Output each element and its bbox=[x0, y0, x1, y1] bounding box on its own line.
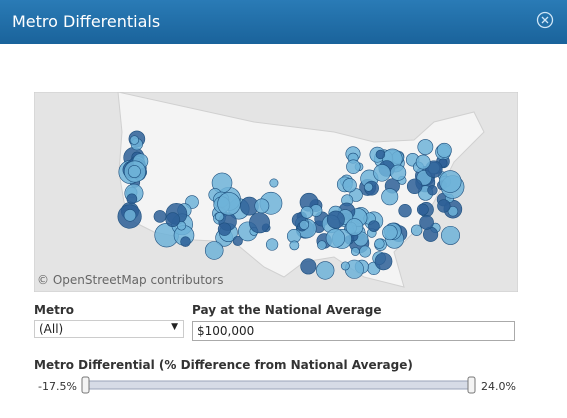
metro-bubble[interactable] bbox=[340, 261, 350, 271]
metro-bubble[interactable] bbox=[416, 203, 429, 216]
metro-bubble[interactable] bbox=[350, 247, 360, 256]
slider-handle-min[interactable] bbox=[81, 376, 90, 394]
metro-bubble[interactable] bbox=[345, 218, 364, 236]
metro-bubble[interactable] bbox=[374, 252, 393, 271]
metro-bubble[interactable] bbox=[254, 198, 270, 214]
metro-bubble[interactable] bbox=[373, 164, 391, 182]
metro-bubble[interactable] bbox=[415, 154, 431, 170]
metro-bubble[interactable] bbox=[176, 221, 187, 231]
metro-bubble[interactable] bbox=[217, 222, 232, 236]
slider-max: 24.0% bbox=[481, 380, 516, 393]
metro-bubble[interactable] bbox=[232, 235, 243, 246]
metro-bubble[interactable] bbox=[419, 215, 434, 230]
metro-bubble[interactable] bbox=[417, 139, 434, 155]
metro-bubble[interactable] bbox=[153, 210, 167, 223]
metro-bubble[interactable] bbox=[265, 238, 279, 251]
metro-bubble[interactable] bbox=[300, 206, 314, 219]
metro-bubble[interactable] bbox=[447, 206, 459, 217]
metro-bubble[interactable] bbox=[438, 170, 462, 193]
metro-label: Metro bbox=[34, 303, 74, 317]
metro-bubble[interactable] bbox=[317, 240, 327, 250]
metro-bubble[interactable] bbox=[381, 188, 399, 206]
metro-bubble[interactable] bbox=[217, 192, 241, 216]
metro-bubble[interactable] bbox=[249, 212, 270, 234]
title: Metro Differentials bbox=[12, 12, 161, 31]
metro-bubble[interactable] bbox=[165, 212, 181, 227]
differential-label: Metro Differential (% Difference from Na… bbox=[34, 358, 413, 372]
metro-bubble[interactable] bbox=[346, 159, 361, 174]
metro-bubble[interactable] bbox=[127, 165, 141, 178]
range-slider[interactable] bbox=[80, 376, 480, 394]
header: Metro Differentials bbox=[0, 0, 567, 44]
metro-bubble[interactable] bbox=[375, 149, 386, 160]
slider-handle-max[interactable] bbox=[467, 376, 476, 394]
metro-bubble[interactable] bbox=[382, 224, 398, 241]
metro-value: (All) bbox=[39, 322, 64, 336]
metro-bubble[interactable] bbox=[390, 164, 407, 181]
pay-value: $100,000 bbox=[197, 324, 255, 338]
metro-bubble[interactable] bbox=[300, 258, 317, 275]
pay-label: Pay at the National Average bbox=[192, 303, 382, 317]
metro-bubble[interactable] bbox=[441, 225, 460, 245]
metro-bubble[interactable] bbox=[126, 193, 138, 205]
pay-input[interactable]: $100,000 bbox=[192, 321, 515, 341]
map-attribution: © OpenStreetMap contributors bbox=[37, 273, 223, 287]
metro-bubble[interactable] bbox=[269, 178, 279, 188]
metro-bubble[interactable] bbox=[180, 236, 191, 247]
map[interactable]: © OpenStreetMap contributors bbox=[34, 92, 518, 292]
metro-bubble[interactable] bbox=[204, 241, 224, 260]
metro-bubble[interactable] bbox=[129, 135, 140, 145]
metro-bubble[interactable] bbox=[299, 220, 310, 230]
metro-bubble[interactable] bbox=[398, 204, 412, 218]
metro-bubble[interactable] bbox=[364, 182, 374, 192]
close-button[interactable] bbox=[536, 11, 554, 29]
metro-bubble[interactable] bbox=[437, 199, 451, 213]
metro-bubble[interactable] bbox=[316, 261, 335, 280]
metro-bubble[interactable] bbox=[289, 240, 300, 251]
metro-bubble[interactable] bbox=[406, 178, 423, 195]
metro-bubble[interactable] bbox=[359, 245, 372, 258]
metro-bubble[interactable] bbox=[436, 142, 452, 158]
metro-bubble[interactable] bbox=[368, 220, 380, 232]
metro-bubble[interactable] bbox=[215, 212, 225, 222]
metro-bubble[interactable] bbox=[342, 178, 357, 193]
metro-bubble[interactable] bbox=[326, 210, 345, 229]
metro-bubble[interactable] bbox=[427, 185, 438, 196]
metro-bubble[interactable] bbox=[410, 224, 423, 236]
metro-bubble[interactable] bbox=[374, 238, 385, 249]
metro-dropdown[interactable]: (All) ▼ bbox=[34, 320, 184, 338]
metro-bubble[interactable] bbox=[325, 228, 346, 248]
slider-min: -17.5% bbox=[38, 380, 77, 393]
metro-bubble[interactable] bbox=[123, 209, 137, 222]
